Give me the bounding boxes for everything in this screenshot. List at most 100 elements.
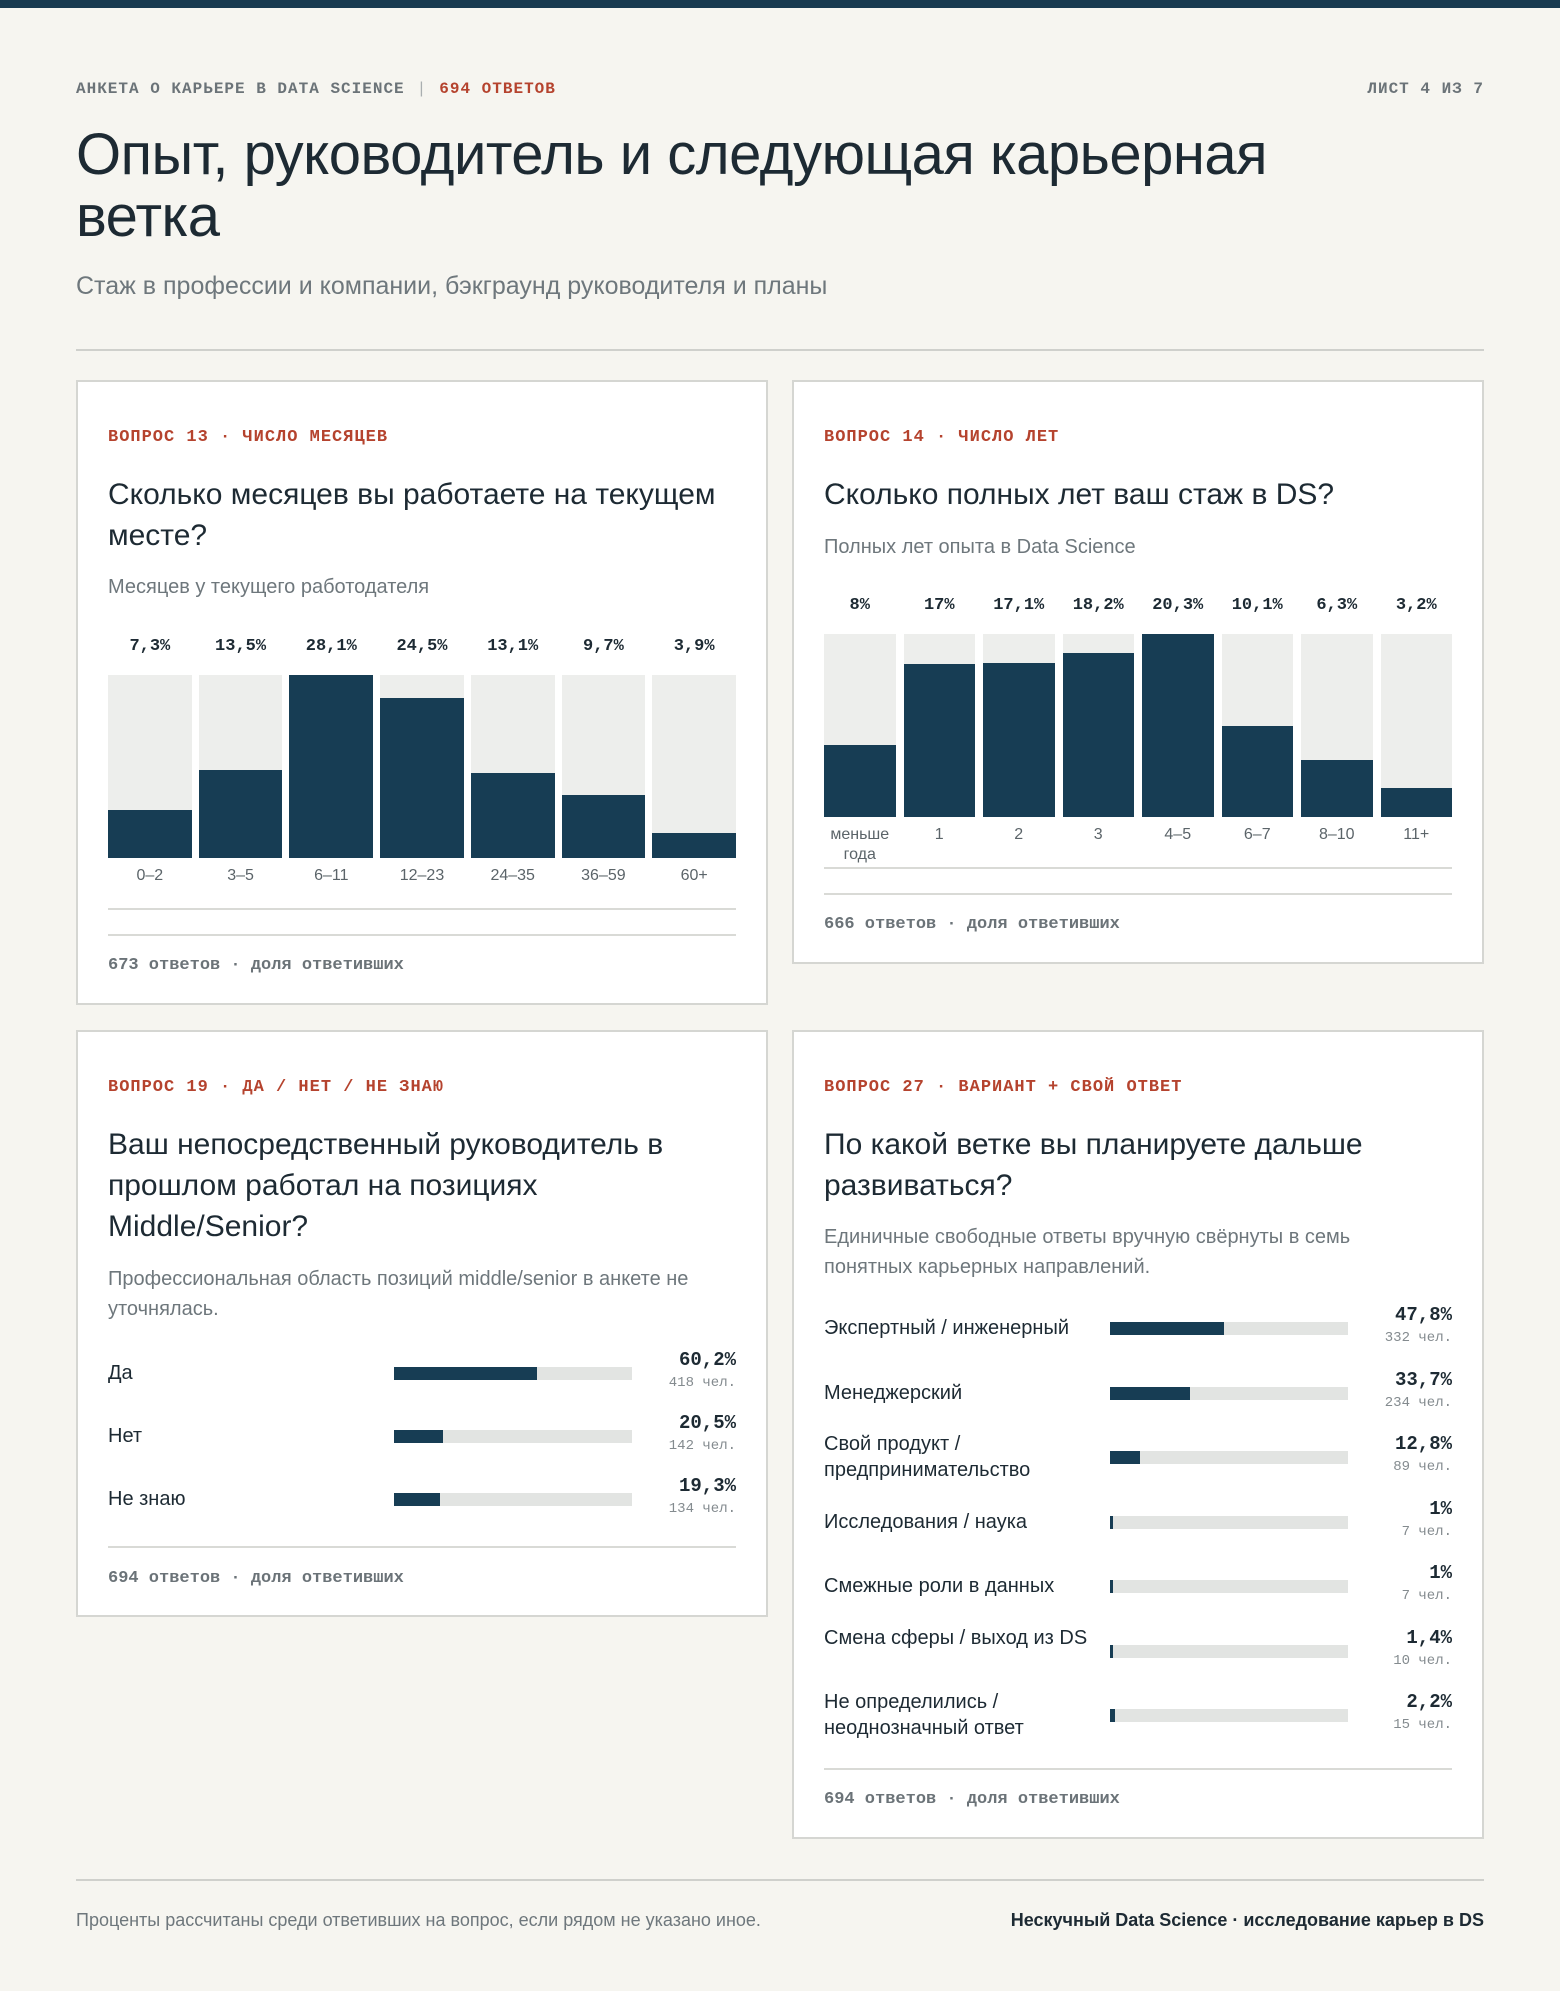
- bar-row: Смена сферы / выход из DS 1,4% 10 чел.: [824, 1627, 1452, 1692]
- bar-row-count: 142 чел.: [668, 1438, 736, 1454]
- bar-column: 3,9% 60+: [652, 637, 736, 908]
- header-meta: АНКЕТА О КАРЬЕРЕ В DATA SCIENCE | 694 ОТВЕ…: [76, 80, 1484, 100]
- responses-count: 694 ОТВЕТОВ: [439, 80, 556, 98]
- bar-row-label: Исследования / наука: [824, 1510, 1028, 1533]
- bar: [394, 1430, 443, 1443]
- bar-row: Не определились / неоднозначный ответ 2,2…: [824, 1691, 1452, 1756]
- bar: [1110, 1322, 1224, 1335]
- bar-category-label: 0–2: [136, 867, 164, 884]
- bar-column: 9,7% 36–59: [561, 637, 646, 908]
- question-tag: ВОПРОС 27 · ВАРИАНТ + СВОЙ ОТВЕТ: [824, 1078, 1183, 1097]
- bar-row-percent: 2,2%: [1406, 1691, 1452, 1713]
- bar-category-label: 36–59: [581, 867, 626, 884]
- card-q13: ВОПРОС 13 · ЧИСЛО МЕСЯЦЕВ Сколько месяце…: [76, 380, 768, 1005]
- question-footer: 694 ответов · доля ответивших: [108, 1569, 404, 1588]
- bar-track: [561, 675, 646, 858]
- bar: [470, 772, 555, 858]
- bar-chart-q13: 7,3% 0–2 13,5% 3–5 28,1% 6–11 24,5% 12–23 13,1% 2…: [108, 637, 736, 884]
- card-q14: ВОПРОС 14 · ЧИСЛО ЛЕТ Сколько полных лет…: [792, 380, 1484, 964]
- bar-category-label: 1: [934, 826, 944, 843]
- bar-track: [1110, 1386, 1348, 1400]
- header-divider: [76, 349, 1484, 351]
- bar-column: 20,3% 4–5: [1142, 596, 1214, 867]
- bar-category-label: 6–7: [1243, 826, 1271, 843]
- bar-track: [652, 675, 736, 858]
- bar-row-count: 15 чел.: [1393, 1717, 1452, 1733]
- bar-row-label: Не знаю: [108, 1488, 186, 1510]
- question-title: По какой ветке вы планируете дальше разв…: [824, 1128, 1363, 1202]
- bar: [198, 770, 283, 858]
- bar-row-count: 89 чел.: [1393, 1459, 1452, 1475]
- bar-column: 18,2% 3: [1062, 596, 1134, 867]
- bar: [1110, 1451, 1141, 1464]
- bar-track: [108, 675, 192, 858]
- bar-row: Нет 20,5% 142 чел.: [108, 1412, 736, 1475]
- bar-value-label: 17,1%: [993, 596, 1045, 615]
- bar-value-label: 9,7%: [583, 637, 624, 656]
- bar: [983, 662, 1055, 817]
- bar-value-label: 13,5%: [215, 637, 267, 656]
- bar-category-label: 3: [1093, 826, 1103, 843]
- bar-row-label: Менеджерский: [824, 1381, 963, 1404]
- bar-row-count: 7 чел.: [1401, 1523, 1452, 1540]
- bar-column: 13,1% 24–35: [470, 637, 555, 908]
- bar-track: [1301, 634, 1373, 817]
- bar-track: [1380, 634, 1452, 817]
- bar-track: [903, 634, 975, 817]
- bar-value-label: 6,3%: [1316, 596, 1358, 615]
- card-divider: [108, 908, 736, 910]
- bar-track: [1110, 1322, 1348, 1335]
- bar-row: Смежные роли в данных 1% 7 чел.: [824, 1562, 1452, 1627]
- bar-row-count: 234 чел.: [1384, 1394, 1452, 1411]
- bar-track: [1110, 1709, 1348, 1722]
- bar: [380, 698, 464, 858]
- bar-category-label: 4–5: [1164, 826, 1192, 843]
- bar-value-label: 17%: [923, 596, 955, 615]
- bar-row-label: Свой продукт / предпринимательство: [824, 1433, 1031, 1481]
- bar: [1110, 1709, 1116, 1722]
- top-accent-bar: [0, 0, 1560, 8]
- card-divider: [824, 893, 1452, 895]
- bar-column: 17% 1: [903, 596, 975, 867]
- question-subtitle: Профессиональная область позиций middle/…: [108, 1268, 689, 1320]
- bar-category-label: 3–5: [227, 867, 254, 884]
- bar-row-label: Экспертный / инженерный: [824, 1317, 1070, 1339]
- survey-name: АНКЕТА О КАРЬЕРЕ В DATA SCIENCE: [76, 80, 405, 98]
- bar-value-label: 10,1%: [1231, 596, 1283, 615]
- question-title: Ваш непосредственный руководитель в прош…: [108, 1128, 664, 1243]
- question-tag: ВОПРОС 13 · ЧИСЛО МЕСЯЦЕВ: [108, 428, 389, 447]
- bar-value-label: 3,9%: [673, 637, 715, 656]
- header-separator: |: [416, 80, 428, 98]
- bar: [1380, 788, 1452, 817]
- bar-row-count: 418 чел.: [668, 1375, 736, 1391]
- bar-value-label: 8%: [849, 596, 870, 615]
- bar-row: Экспертный / инженерный 47,8% 332 чел.: [824, 1304, 1452, 1369]
- bar: [1110, 1386, 1191, 1400]
- bar-row-count: 134 чел.: [668, 1501, 736, 1517]
- bar-row-percent: 12,8%: [1394, 1433, 1452, 1455]
- bar-row: Менеджерский 33,7% 234 чел.: [824, 1369, 1452, 1434]
- bar-category-label: 60+: [680, 867, 708, 884]
- footer-brand: Нескучный Data Science · исследование ка…: [1010, 1910, 1484, 1930]
- bar-row-percent: 19,3%: [678, 1475, 736, 1497]
- bar-track: [1221, 634, 1293, 817]
- bar-category-label: 2: [1014, 826, 1024, 843]
- bar-column: 8% меньше года: [824, 596, 896, 867]
- bar-track: [824, 634, 896, 817]
- bar-value-label: 13,1%: [487, 637, 539, 656]
- question-tag: ВОПРОС 19 · ДА / НЕТ / НЕ ЗНАЮ: [108, 1078, 445, 1097]
- bar-value-label: 18,2%: [1072, 596, 1124, 615]
- card-divider: [824, 867, 1452, 869]
- bar: [1301, 760, 1373, 817]
- question-title: Сколько полных лет ваш стаж в DS?: [824, 478, 1335, 511]
- bar: [903, 663, 975, 817]
- bar-category-label: 8–10: [1318, 826, 1355, 843]
- bar-row-percent: 47,8%: [1394, 1304, 1452, 1326]
- bar-value-label: 28,1%: [305, 637, 357, 656]
- bar-row-percent: 60,2%: [678, 1349, 736, 1371]
- page-title: Опыт, руководитель и следующая карьерная…: [76, 122, 1268, 249]
- bar: [1110, 1515, 1113, 1529]
- bar: [289, 675, 374, 858]
- bar: [561, 794, 646, 858]
- bar-row-percent: 1%: [1429, 1562, 1452, 1584]
